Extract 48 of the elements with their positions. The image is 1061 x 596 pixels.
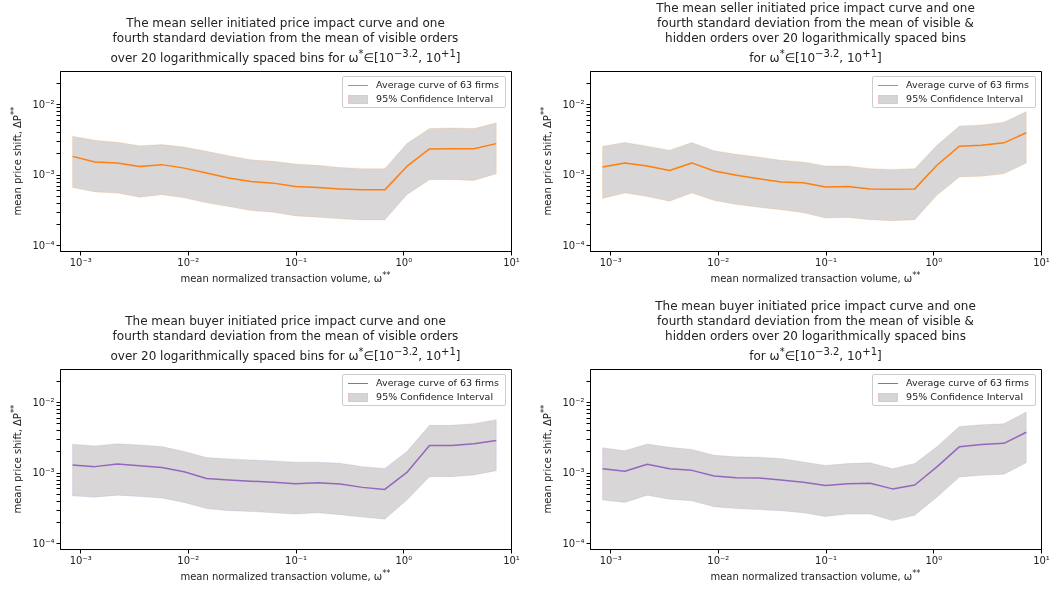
y-tick-label: 10⁻² [562,396,585,408]
x-tick-label: 10⁻² [707,554,730,566]
x-tick-label: 10⁻¹ [285,256,308,268]
x-axis-title: mean normalized transaction volume, ω$^{**}$ [709,270,922,285]
x-axis-title: mean normalized transaction volume, ω$^{**}$ [179,568,392,583]
y-tick-label: 10⁻³ [32,169,55,181]
annotation: 95% Confidence Interval [376,92,494,106]
y-tick-label: 10⁻² [32,396,55,408]
x-axis-title: mean normalized transaction volume, ω$^{**}$ [709,568,922,583]
x-tick-label: 10⁻¹ [285,554,308,566]
annotation: 95% Confidence Interval [906,390,1024,404]
y-tick-label: 10⁻² [562,98,585,110]
y-tick-label: 10⁻⁴ [562,537,585,549]
y-tick-label: 10⁻⁴ [562,239,585,251]
annotation: 95% Confidence Interval [376,390,494,404]
y-tick-label: 10⁻⁴ [32,537,55,549]
chart-title: The mean seller initiated price impact curve and one fourth standard deviation from the mean of visible & hidden orders over 20 logarithmically spaced bins for ω$^{*}$∈[10$^{−3.2}$, 10$^{+1}$] [656,1,975,65]
y-tick-label: 10⁻⁴ [32,239,55,251]
x-tick-label: 10¹ [503,554,520,566]
legend-label: Average curve of 63 firms [376,376,499,390]
x-tick-label: 10⁻¹ [815,554,838,566]
x-tick-label: 10⁻¹ [815,256,838,268]
x-tick-label: 10⁻³ [69,256,92,268]
x-tick-label: 10⁰ [395,554,413,566]
chart-title: The mean buyer initiated price impact curve and one fourth standard deviation from the mean of visible orders over 20 logarithmically spaced bins for ω$^{*}$∈[10$^{−3.2}$, 10$^{+1}$] [110,314,461,363]
legend-label: Average curve of 63 firms [906,78,1029,92]
y-tick-label: 10⁻² [32,98,55,110]
x-tick-label: 10⁰ [925,554,943,566]
x-tick-label: 10¹ [1033,256,1050,268]
x-tick-label: 10¹ [1033,554,1050,566]
x-tick-label: 10⁻³ [69,554,92,566]
chart-title: The mean seller initiated price impact curve and one fourth standard deviation from the mean of visible orders over 20 logarithmically spaced bins for ω$^{*}$∈[10$^{−3.2}$, 10$^{+1}$] [110,16,461,65]
y-tick-label: 10⁻³ [562,169,585,181]
x-tick-label: 10⁰ [925,256,943,268]
x-tick-label: 10⁻² [177,256,200,268]
x-axis-title: mean normalized transaction volume, ω$^{**}$ [179,270,392,285]
x-tick-label: 10⁰ [395,256,413,268]
legend-label: Average curve of 63 firms [376,78,499,92]
x-tick-label: 10⁻³ [599,256,622,268]
x-tick-label: 10⁻³ [599,554,622,566]
chart-title: The mean buyer initiated price impact curve and one fourth standard deviation from the mean of visible & hidden orders over 20 logarithmically spaced bins for ω$^{*}$∈[10$^{−3.2}$, 10$^{+1}$] [655,299,976,363]
x-tick-label: 10⁻² [707,256,730,268]
annotation: 95% Confidence Interval [906,92,1024,106]
x-tick-label: 10¹ [503,256,520,268]
y-tick-label: 10⁻³ [562,467,585,479]
x-tick-label: 10⁻² [177,554,200,566]
legend-label: Average curve of 63 firms [906,376,1029,390]
y-tick-label: 10⁻³ [32,467,55,479]
